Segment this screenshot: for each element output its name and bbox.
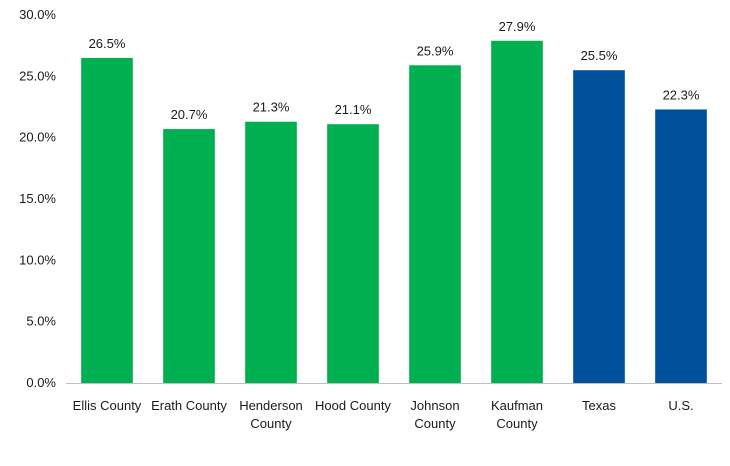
data-labels-group: 26.5% 20.7% 21.3% 21.1% 25.9% 27.9% 25.5% 22.3% — [89, 19, 700, 122]
data-label: 21.1% — [335, 102, 372, 117]
x-category-label: County — [250, 416, 292, 431]
y-tick-label: 10.0% — [19, 252, 56, 267]
data-label: 25.9% — [417, 43, 454, 58]
x-category-label: Texas — [582, 398, 616, 413]
y-tick-label: 5.0% — [26, 314, 56, 329]
x-category-label: Johnson — [410, 398, 459, 413]
y-tick-label: 25.0% — [19, 68, 56, 83]
bar — [327, 124, 379, 383]
bar — [163, 129, 215, 383]
data-label: 26.5% — [89, 36, 126, 51]
x-category-label: U.S. — [668, 398, 693, 413]
data-label: 20.7% — [171, 107, 208, 122]
x-category-label: Ellis County — [73, 398, 142, 413]
y-tick-label: 20.0% — [19, 130, 56, 145]
x-category-label: County — [496, 416, 538, 431]
data-label: 25.5% — [581, 48, 618, 63]
y-tick-label: 0.0% — [26, 375, 56, 390]
bar — [245, 121, 297, 383]
bar — [655, 109, 707, 383]
bar — [81, 57, 133, 383]
y-axis-ticks: 0.0% 5.0% 10.0% 15.0% 20.0% 25.0% 30.0% — [19, 7, 56, 390]
x-category-label: Henderson — [239, 398, 303, 413]
x-category-label: Erath County — [151, 398, 227, 413]
x-axis-labels: Ellis County Erath County Henderson County H… — [73, 398, 694, 431]
x-category-label: Hood County — [315, 398, 391, 413]
y-tick-label: 15.0% — [19, 191, 56, 206]
y-tick-label: 30.0% — [19, 7, 56, 22]
x-category-label: County — [414, 416, 456, 431]
bars-group — [81, 40, 707, 383]
data-label: 22.3% — [663, 87, 700, 102]
data-label: 21.3% — [253, 100, 290, 115]
bar — [491, 40, 543, 383]
x-category-label: Kaufman — [491, 398, 543, 413]
bar — [573, 70, 625, 383]
bar — [409, 65, 461, 383]
data-label: 27.9% — [499, 19, 536, 34]
